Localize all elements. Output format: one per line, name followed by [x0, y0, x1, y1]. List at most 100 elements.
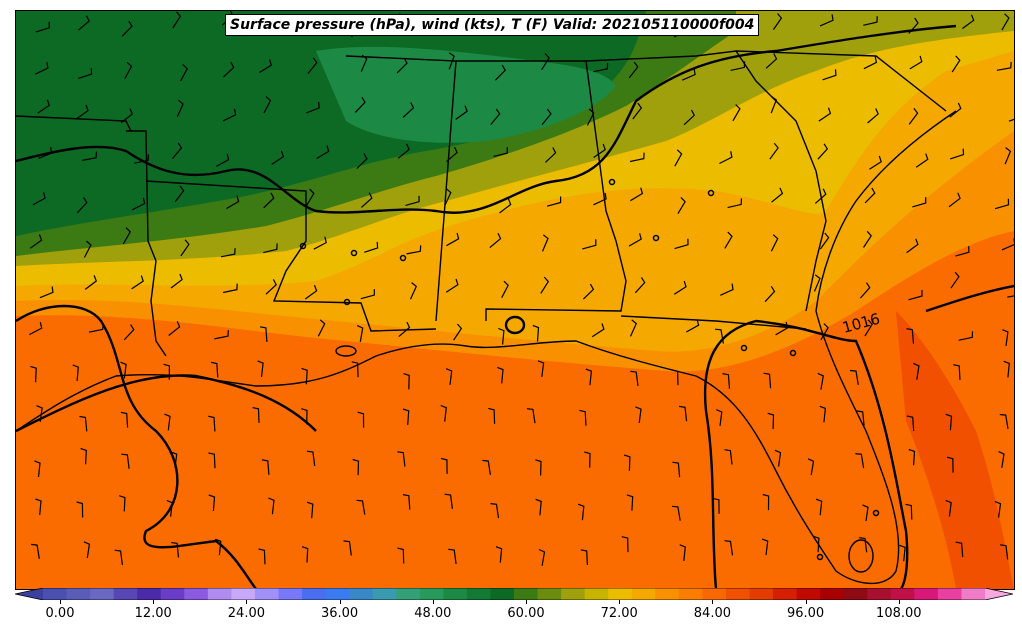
wind-barb	[444, 188, 452, 206]
colorbar-segment	[561, 588, 586, 600]
wind-barb	[306, 501, 314, 519]
wind-barb	[343, 540, 352, 556]
wind-barb	[356, 153, 368, 169]
wind-barb	[317, 319, 326, 337]
wind-barb	[440, 457, 448, 474]
colorbar-segment	[914, 588, 939, 600]
colorbar-segment	[137, 588, 162, 600]
colorbar-segment	[160, 588, 185, 600]
wind-barb	[171, 142, 183, 159]
wind-barb	[635, 406, 642, 424]
wind-barb	[448, 52, 455, 70]
wind-barb	[1003, 360, 1010, 378]
wind-barb	[78, 15, 90, 31]
colorbar-segment	[113, 588, 138, 600]
wind-barb	[906, 415, 915, 432]
colorbar-tick-mark	[246, 600, 248, 604]
fill-hot-strip	[896, 311, 1014, 589]
wind-barb	[819, 232, 830, 250]
colorbar-tick-label: 24.00	[227, 606, 265, 621]
wind-barb	[822, 69, 837, 81]
wind-barb	[402, 494, 411, 510]
wind-barb	[819, 405, 827, 423]
wind-barb	[593, 143, 606, 158]
colorbar-tick-label: 48.00	[414, 606, 452, 621]
wind-barb	[268, 497, 275, 515]
wind-barb	[208, 452, 216, 469]
wind-barb	[501, 280, 509, 298]
wind-barb	[945, 499, 952, 517]
wind-barb	[83, 541, 91, 559]
wind-barb	[541, 53, 550, 71]
wind-barb	[591, 323, 605, 338]
wind-barb	[488, 407, 496, 424]
wind-barb	[818, 107, 832, 122]
wind-barb	[397, 547, 405, 564]
wind-barb	[265, 279, 277, 295]
colorbar-segment	[278, 588, 303, 600]
wind-barb	[39, 286, 54, 299]
wind-barb	[357, 411, 365, 428]
wind-barb	[356, 499, 366, 515]
wind-barb	[356, 325, 364, 343]
wind-barb	[304, 284, 318, 300]
wind-barb	[76, 104, 89, 120]
wind-barb	[672, 461, 681, 478]
wind-barb	[176, 99, 184, 117]
colorbar-segment	[466, 588, 491, 600]
wind-barb	[208, 415, 216, 432]
wind-barb	[364, 241, 379, 253]
wind-barb	[305, 101, 320, 114]
wind-barb	[537, 360, 545, 377]
colorbar-segment	[890, 588, 915, 600]
wind-barb	[535, 498, 542, 516]
wind-barb	[497, 366, 504, 384]
wind-barb	[817, 143, 829, 160]
wind-barb	[493, 147, 508, 157]
wind-barb	[955, 246, 970, 257]
wind-barb	[222, 108, 237, 122]
wind-barb	[123, 324, 135, 341]
wind-barb	[351, 361, 359, 378]
wind-barb	[172, 11, 182, 29]
colorbar-tick-mark	[712, 600, 714, 604]
wind-barb	[532, 324, 540, 342]
wind-barb	[1008, 118, 1014, 122]
wind-barb	[258, 59, 273, 74]
wind-barb	[82, 151, 98, 161]
wind-barb	[632, 102, 643, 120]
wind-barb	[34, 460, 41, 478]
colorbar	[15, 588, 1013, 600]
colorbar-segment	[66, 588, 91, 600]
wind-barb	[582, 239, 597, 250]
wind-barb	[445, 278, 459, 293]
wind-barb	[585, 368, 593, 386]
wind-barb	[674, 238, 689, 250]
wind-barb	[958, 331, 974, 341]
wind-barb	[715, 328, 724, 344]
wind-barb	[398, 321, 411, 338]
wind-barb	[817, 372, 824, 390]
wind-barb	[120, 361, 127, 379]
colorbar-segment	[396, 588, 421, 600]
wind-barb	[134, 154, 149, 164]
wind-barb	[950, 271, 960, 289]
colorbar-tick-label: 0.00	[45, 606, 75, 621]
wind-barb	[405, 195, 420, 206]
wind-barb	[677, 196, 686, 215]
wind-barb	[962, 14, 975, 29]
colorbar-extend-high	[985, 588, 1013, 600]
wind-barb	[864, 187, 876, 204]
wind-barb	[629, 152, 645, 163]
wind-barb	[908, 448, 916, 466]
wind-barb	[214, 330, 229, 340]
wind-barb	[579, 409, 587, 426]
wind-barb	[78, 68, 93, 79]
wind-barb	[84, 275, 98, 290]
wind-barb	[170, 451, 178, 469]
wind-barb	[114, 549, 123, 565]
wind-barb	[397, 143, 410, 159]
wind-barb	[630, 187, 644, 202]
wind-barb	[945, 413, 953, 431]
wind-barb	[774, 449, 782, 467]
